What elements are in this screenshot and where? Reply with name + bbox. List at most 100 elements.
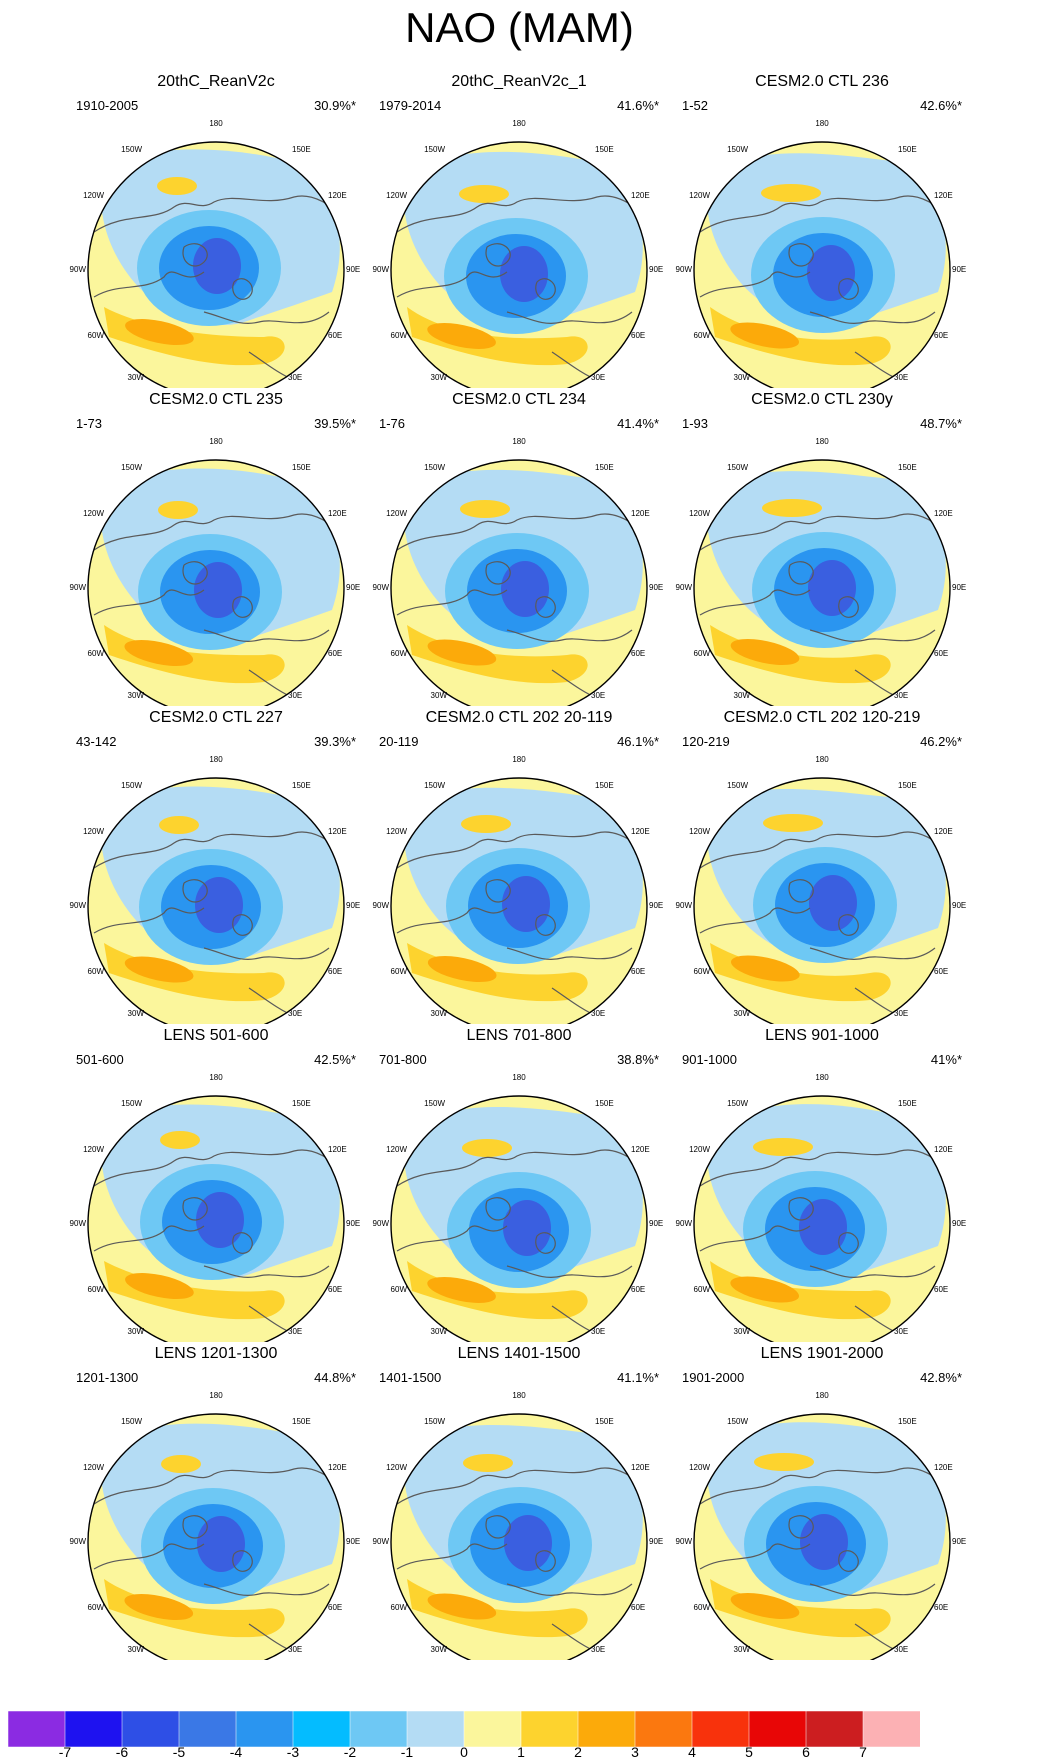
longitude-label: 60W: [88, 331, 105, 340]
negative-anomaly-core: [501, 561, 549, 617]
longitude-label: 90W: [373, 1537, 390, 1546]
positive-anomaly-pacific: [763, 814, 823, 832]
longitude-label: 90E: [346, 583, 360, 592]
positive-anomaly-core: [124, 639, 194, 666]
longitude-label: 150E: [898, 1099, 917, 1108]
panel-years: 1979-2014: [379, 98, 442, 113]
positive-anomaly-core: [124, 1593, 194, 1620]
positive-anomaly-pacific: [761, 184, 821, 202]
map-border: [87, 459, 345, 706]
longitude-label: 60W: [391, 331, 408, 340]
panel-title: CESM2.0 CTL 202 120-219: [723, 709, 921, 726]
panel-years: 1901-2000: [682, 1370, 745, 1385]
coastline-segment: [535, 1550, 556, 1572]
coastline-segment: [232, 1550, 253, 1572]
positive-anomaly-atlantic: [104, 943, 285, 1002]
coastline-segment: [93, 589, 205, 616]
longitude-label: 150E: [595, 1417, 614, 1426]
panel-title: CESM2.0 CTL 230y: [751, 391, 893, 408]
longitude-label: 60E: [934, 1285, 948, 1294]
colorbar-swatch: [520, 1711, 579, 1747]
coastline-segment: [93, 1149, 344, 1187]
longitude-label: 30W: [128, 373, 145, 382]
map-panel: CESM2.0 CTL 2351-7339.5%*1800150W150E120…: [64, 390, 368, 706]
positive-anomaly-atlantic: [407, 1579, 588, 1638]
longitude-label: 150E: [292, 1417, 311, 1426]
polar-map: 1800150W150E120W120E90W90E60W60E30W30E: [676, 119, 966, 388]
map-field: [694, 778, 950, 1024]
longitude-label: 30W: [431, 691, 448, 700]
colorbar-swatch: [691, 1711, 750, 1747]
colorbar-label: 1: [517, 1747, 525, 1758]
colorbar: [8, 1711, 920, 1747]
longitude-label: 60W: [391, 649, 408, 658]
longitude-label: 120E: [934, 827, 953, 836]
map-panel: 20thC_ReanV2c1910-200530.9%*1800150W150E…: [64, 72, 368, 388]
longitude-label: 30W: [128, 1645, 145, 1654]
longitude-label: 30W: [431, 1009, 448, 1018]
coastline-segment: [232, 1232, 253, 1254]
longitude-label: 150E: [595, 463, 614, 472]
map-field: [88, 1096, 344, 1342]
map-field: [391, 142, 647, 388]
positive-anomaly-core: [730, 1276, 799, 1303]
map-border: [693, 141, 951, 388]
coastline-segment: [203, 947, 330, 960]
longitude-label: 90E: [649, 901, 663, 910]
page-title: NAO (MAM): [405, 4, 634, 51]
coastline-segment: [788, 1197, 814, 1221]
positive-anomaly-pacific: [460, 500, 510, 518]
negative-anomaly-core: [194, 562, 242, 618]
longitude-label: 150W: [727, 463, 748, 472]
longitude-label: 60W: [694, 331, 711, 340]
longitude-label: 180: [512, 755, 526, 764]
negative-anomaly-core: [193, 238, 241, 294]
longitude-label: 120E: [328, 191, 347, 200]
positive-anomaly-pacific: [462, 1139, 512, 1157]
panel-variance: 42.6%*: [920, 98, 962, 113]
longitude-label: 180: [815, 1073, 829, 1082]
longitude-label: 150E: [898, 1417, 917, 1426]
map-field: [694, 460, 950, 706]
longitude-label: 60E: [328, 331, 342, 340]
coastline-segment: [93, 1467, 344, 1505]
longitude-label: 30W: [128, 1327, 145, 1336]
panel-variance: 48.7%*: [920, 416, 962, 431]
positive-anomaly-core: [124, 956, 194, 983]
map-panel: CESM2.0 CTL 2361-5242.6%*1800150W150E120…: [670, 72, 974, 388]
longitude-label: 60W: [694, 1603, 711, 1612]
longitude-label: 150W: [727, 781, 748, 790]
longitude-label: 90E: [952, 901, 966, 910]
longitude-label: 30W: [734, 691, 751, 700]
map-border: [390, 459, 648, 706]
longitude-label: 150W: [121, 1099, 142, 1108]
positive-anomaly-atlantic: [104, 625, 285, 684]
longitude-label: 150E: [292, 781, 311, 790]
polar-map: 1800150W150E120W120E90W90E60W60E30W30E: [70, 755, 360, 1024]
map-border: [87, 141, 345, 388]
map-border: [87, 1095, 345, 1342]
map-panel: CESM2.0 CTL 202 120-219120-21946.2%*1800…: [670, 708, 974, 1024]
map-panel: LENS 1901-20001901-200042.8%*1800150W150…: [670, 1344, 974, 1660]
map-field: [88, 142, 344, 388]
positive-anomaly-atlantic: [710, 1261, 891, 1320]
coastline-segment: [788, 879, 814, 903]
coastline-segment: [699, 831, 950, 869]
map-field: [391, 1096, 647, 1342]
positive-anomaly-atlantic: [710, 1579, 891, 1638]
longitude-label: 60E: [328, 1603, 342, 1612]
longitude-label: 30E: [288, 1327, 302, 1336]
longitude-label: 120W: [386, 827, 407, 836]
coastline-segment: [809, 1265, 936, 1278]
longitude-label: 90E: [952, 1219, 966, 1228]
colorbar-swatch: [406, 1711, 465, 1747]
coastlines: [396, 513, 647, 699]
longitude-label: 60E: [631, 1285, 645, 1294]
coastline-segment: [93, 513, 344, 551]
coastlines: [699, 513, 950, 699]
longitude-label: 120W: [83, 827, 104, 836]
longitude-label: 60W: [694, 1285, 711, 1294]
negative-anomaly-core: [502, 876, 550, 932]
coastline-segment: [232, 278, 253, 300]
panel-title: CESM2.0 CTL 235: [149, 391, 283, 408]
